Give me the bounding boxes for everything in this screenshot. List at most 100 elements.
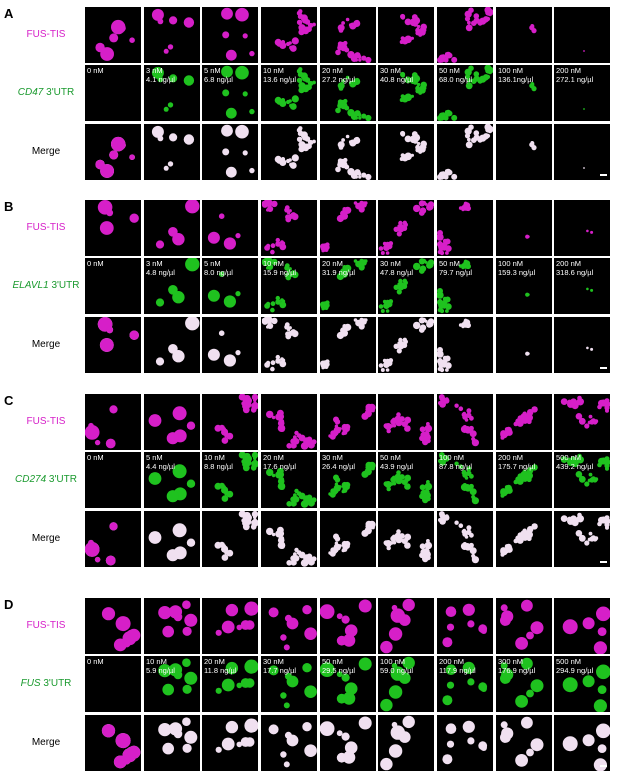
droplet <box>101 724 116 738</box>
condensate-cluster <box>426 204 433 211</box>
droplet <box>515 695 528 708</box>
concentration-nm: 50 nM <box>439 259 460 268</box>
fus-tis-image <box>554 7 610 63</box>
condensate-cluster <box>347 109 355 117</box>
condensate-cluster <box>413 262 421 271</box>
micrograph <box>380 598 415 654</box>
droplet <box>244 659 258 674</box>
droplet <box>249 167 255 174</box>
condensate-cluster <box>353 318 358 322</box>
condensate-cluster <box>281 241 286 246</box>
condensate-cluster <box>522 528 527 533</box>
condensate-cluster <box>388 241 394 246</box>
condensate-cluster <box>437 291 443 297</box>
concentration-label: 20 nM 17.6 ng/µl <box>263 453 296 471</box>
droplet <box>521 599 533 612</box>
concentration-nm: 30 nM <box>380 259 401 268</box>
condensate-cluster <box>575 413 583 420</box>
droplet <box>100 164 114 178</box>
concentration-label: 20 nM 27.2 ng/µl <box>322 66 355 84</box>
droplet <box>380 698 393 712</box>
condensate-cluster <box>348 140 353 144</box>
condensate-cluster <box>286 501 292 507</box>
condensate-cluster <box>286 443 292 449</box>
condensate-cluster <box>441 54 446 60</box>
condensate-cluster <box>334 482 339 486</box>
utr-image: 10 nM 8.8 ng/µl <box>202 452 258 508</box>
condensate-cluster <box>454 403 459 408</box>
condensate-cluster <box>438 246 444 252</box>
condensate-cluster <box>461 322 467 328</box>
merge-image <box>85 511 141 567</box>
concentration-label: 50 nM 43.9 ng/µl <box>380 453 413 471</box>
condensate-cluster <box>353 259 358 263</box>
droplet <box>302 663 312 673</box>
concentration-nm: 0 nM <box>87 657 104 666</box>
droplet <box>148 414 162 427</box>
droplet <box>109 33 119 43</box>
micrograph <box>158 717 198 755</box>
condensate-cluster <box>605 408 609 413</box>
condensate-cluster <box>352 22 358 28</box>
utr-image: 0 nM <box>85 452 141 508</box>
condensate-cluster <box>521 532 529 540</box>
condensate-cluster <box>320 243 326 250</box>
condensate-cluster <box>426 262 433 269</box>
droplet <box>225 49 237 61</box>
utr-image: 50 nM 79.7 ng/µl <box>437 258 493 314</box>
concentration-ng: 159.3 ng/µl <box>498 268 536 277</box>
condensate-cluster <box>399 40 404 44</box>
row-label-utr: FUS 3'UTR <box>10 678 82 690</box>
condensate-cluster <box>289 162 297 169</box>
condensate-cluster <box>404 135 412 143</box>
micrograph <box>437 201 471 256</box>
utr-image: 200 nM 272.1 ng/µl <box>554 65 610 121</box>
condensate-cluster <box>221 495 229 502</box>
condensate-cluster <box>288 213 294 219</box>
droplet <box>106 209 114 217</box>
concentration-label: 30 nM 26.4 ng/µl <box>322 453 355 471</box>
condensate-cluster <box>437 233 443 239</box>
micrograph <box>101 607 141 652</box>
concentration-nm: 200 nM <box>556 66 582 75</box>
condensate-cluster <box>575 462 579 466</box>
utr-gene-name: CD274 <box>15 474 47 485</box>
micrograph <box>560 395 610 429</box>
condensate-cluster <box>334 424 339 428</box>
condensate-cluster <box>361 55 367 61</box>
droplet <box>442 637 453 648</box>
condensate-cluster <box>270 366 275 372</box>
condensate-cluster <box>341 79 345 83</box>
fus-tis-image <box>261 7 317 63</box>
droplet <box>168 605 183 619</box>
condensate-cluster <box>458 406 464 411</box>
condensate-cluster <box>527 528 533 534</box>
condensate-cluster <box>333 416 339 423</box>
condensate-cluster <box>275 295 280 301</box>
condensate-cluster <box>515 418 521 424</box>
micrograph <box>214 394 258 444</box>
condensate-cluster <box>575 457 581 464</box>
droplet <box>597 744 607 753</box>
condensate-cluster <box>465 82 473 90</box>
condensate-cluster <box>451 56 458 63</box>
condensate-cluster <box>473 130 480 136</box>
micrograph <box>158 658 198 696</box>
condensate-cluster <box>241 459 246 464</box>
utr-image: 200 nM 175.7 ng/µl <box>496 452 552 508</box>
condensate-cluster <box>454 520 459 525</box>
micrograph <box>266 526 317 567</box>
utr-image: 3 nM 4.1 ng/µl <box>144 65 200 121</box>
merge-image <box>320 124 376 180</box>
condensate-cluster <box>324 305 329 310</box>
micrograph <box>328 403 376 440</box>
condensate-cluster <box>570 515 577 523</box>
condensate-cluster <box>424 424 433 433</box>
concentration-ng: 4.4 ng/µl <box>146 462 175 471</box>
utr-image: 50 nM 68.0 ng/µl <box>437 65 493 121</box>
micrograph <box>221 124 255 178</box>
condensate-cluster <box>396 348 402 354</box>
droplet <box>168 722 183 736</box>
condensate-cluster <box>401 225 408 231</box>
condensate-cluster <box>386 423 392 429</box>
